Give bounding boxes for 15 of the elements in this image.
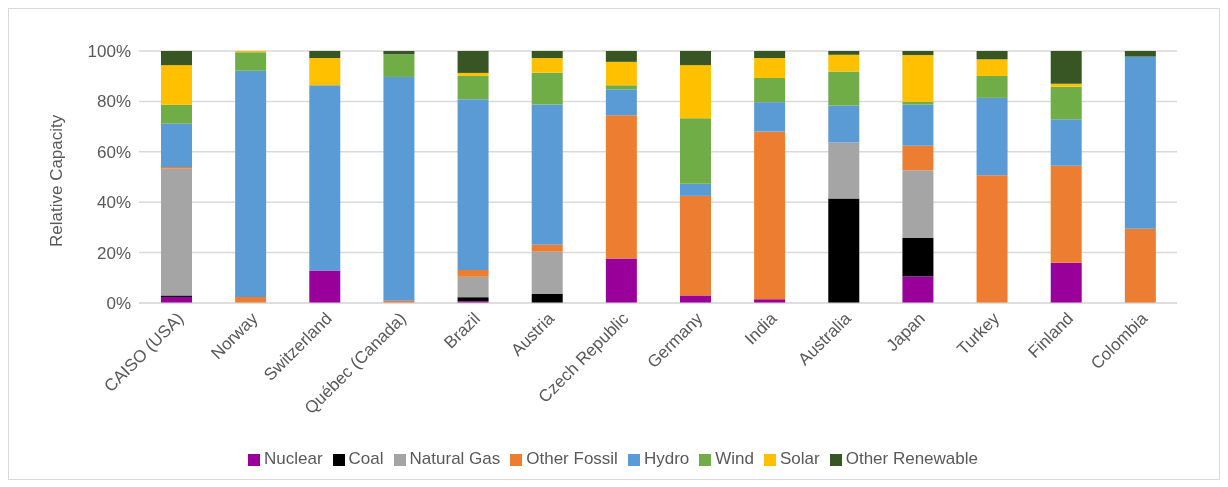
y-tick-label: 100% [87,42,131,62]
legend-label: Solar [780,449,820,468]
legend-label: Wind [715,449,754,468]
y-axis-title: Relative Capacity [47,114,67,247]
legend-label: Coal [348,449,384,468]
legend-label: Natural Gas [409,449,501,468]
legend-label: Hydro [643,449,690,468]
y-tick-label: 40% [96,193,131,213]
legend-label: Nuclear [264,449,323,468]
y-tick-label: 0% [106,294,131,314]
y-tick-label: 60% [96,142,131,162]
legend-label: Other Renewable [845,449,978,468]
legend-label: Other Fossil [526,449,618,468]
y-tick-label: 20% [96,243,131,263]
y-tick-label: 80% [96,92,131,112]
